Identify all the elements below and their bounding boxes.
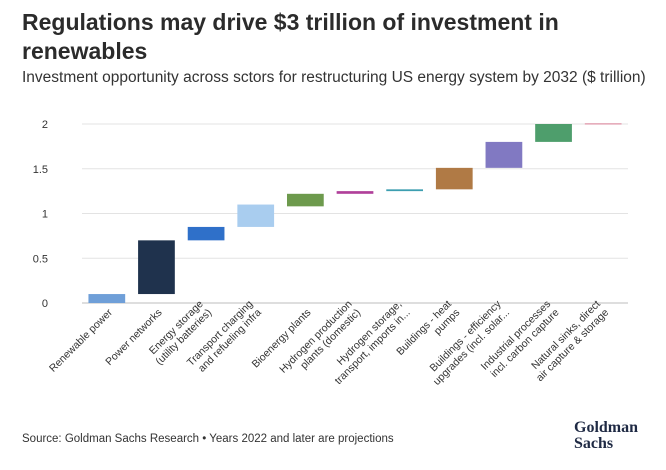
waterfall-bar — [187, 226, 225, 241]
waterfall-bar — [535, 124, 572, 142]
y-tick-label: 2 — [42, 119, 48, 131]
waterfall-bar — [584, 123, 622, 125]
logo-line-2: Sachs — [574, 435, 614, 452]
waterfall-bar — [386, 189, 424, 192]
y-tick-label: 0 — [42, 298, 48, 310]
waterfall-bar — [138, 240, 175, 295]
bars — [88, 123, 622, 303]
y-tick-label: 1 — [42, 209, 48, 221]
y-tick-label: 0.5 — [33, 253, 48, 265]
waterfall-bar — [237, 204, 275, 227]
goldman-sachs-logo: Goldman Sachs — [574, 420, 654, 452]
x-category-label: Renewable power — [47, 306, 115, 374]
source-note: Source: Goldman Sachs Research • Years 2… — [22, 433, 394, 445]
y-tick-label: 1.5 — [33, 164, 48, 176]
chart-title: Regulations may drive $3 trillion of inv… — [22, 9, 559, 64]
waterfall-bar — [435, 167, 473, 190]
waterfall-bar — [336, 191, 374, 194]
waterfall-bar — [88, 294, 126, 303]
chart-subtitle: Investment opportunity across sctors for… — [22, 69, 646, 86]
logo-line-1: Goldman — [574, 419, 639, 436]
waterfall-bar — [286, 193, 324, 207]
waterfall-bar — [485, 141, 523, 168]
y-axis-ticks: 0 0.5 1 1.5 2 — [33, 119, 48, 310]
